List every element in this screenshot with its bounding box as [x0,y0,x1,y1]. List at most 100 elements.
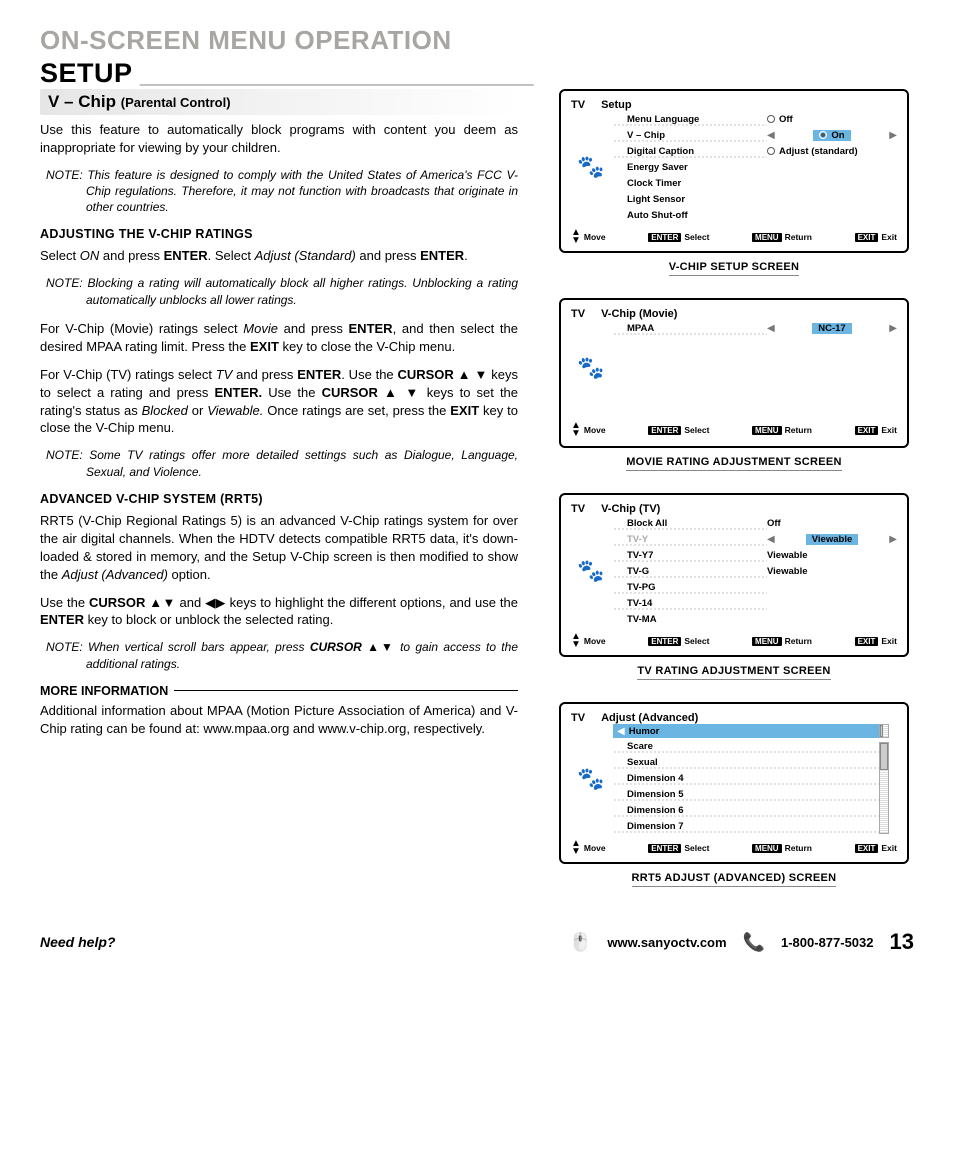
setup-screen: TV Setup 🐾 Menu Language V – Chip Digita… [559,89,909,253]
section-title: SETUP ____________________________ [40,58,914,89]
opt[interactable]: Viewable [767,550,808,561]
menu-item[interactable]: Dimension 6 [613,805,684,816]
enter-key-icon[interactable]: ENTER [648,426,681,435]
menu-item[interactable]: Clock Timer [613,178,681,189]
opt-adjust[interactable]: Adjust (standard) [767,146,858,157]
rrt-p1: RRT5 (V-Chip Regional Ratings 5) is an a… [40,512,518,584]
menu-item[interactable]: Sexual [613,757,658,768]
menu-item[interactable]: Energy Saver [613,162,688,173]
opt[interactable]: Viewable [767,566,808,577]
opt[interactable]: Off [767,518,781,529]
exit-key-icon[interactable]: EXIT [855,637,879,646]
t: ENTER. [214,385,262,400]
t: Move [584,425,606,435]
t: EXIT [250,339,279,354]
t: and press [278,321,349,336]
menu-item[interactable]: Block All [613,518,667,529]
t: TV [216,367,233,382]
enter-key-icon[interactable]: ENTER [648,637,681,646]
menu-item[interactable]: Menu Language [613,114,699,125]
rrt-caption: RRT5 ADJUST (ADVANCED) SCREEN [632,872,837,887]
exit-key-icon[interactable]: EXIT [855,426,879,435]
t: and press [99,248,163,263]
movie-p: For V-Chip (Movie) ratings select Movie … [40,320,518,356]
opt-off[interactable]: Off [767,114,793,125]
t: Return [785,636,812,646]
arrow-left-icon[interactable]: ◀ [767,323,775,334]
menu-item[interactable]: Scare [613,741,653,752]
menu-item[interactable]: Dimension 4 [613,773,684,784]
menu-item-selected[interactable]: ◀Humor [613,724,879,738]
page-footer: Need help? 🖱️ www.sanyoctv.com 📞 1-800-8… [40,929,914,955]
menu-key-icon[interactable]: MENU [752,637,782,646]
menu-item[interactable]: Digital Caption [613,146,694,157]
horiz-scrollbar[interactable] [879,724,889,738]
adjusting-heading: ADJUSTING THE V-CHIP RATINGS [40,227,518,241]
arrow-left-icon[interactable]: ◀ [767,130,775,141]
t: Select [684,843,709,853]
menu-item[interactable]: TV-PG [613,582,656,593]
t: Exit [881,636,897,646]
more-info-heading: MORE INFORMATION [40,684,518,698]
note-2: NOTE: Blocking a rating will automatical… [40,275,518,307]
title-underline: ____________________________ [140,58,532,88]
exit-key-icon[interactable]: EXIT [855,844,879,853]
menu-item[interactable]: Dimension 7 [613,821,684,832]
screen-footer: ▲▼ Move ENTER Select MENU Return EXIT Ex… [571,840,897,856]
note-3: NOTE: Some TV ratings offer more detaile… [40,447,518,479]
t: key to block or unblock the selected rat… [84,612,333,627]
t: ON [80,248,100,263]
enter-key-icon[interactable]: ENTER [648,844,681,853]
t: ENTER [40,612,84,627]
exit-key-icon[interactable]: EXIT [855,233,879,242]
arrow-right-icon[interactable]: ▶ [889,130,897,141]
mascot-icon: 🐾 [577,355,604,381]
opt-on[interactable]: On [813,130,850,141]
menu-item[interactable]: TV-14 [613,598,652,609]
t: key to close the V-Chip menu. [279,339,455,354]
more-info-body: Additional information about MPAA (Motio… [40,702,518,738]
menu-item[interactable]: TV-Y7 [613,550,653,561]
rrt-p2: Use the CURSOR ▲▼ and ◀▶ keys to highlig… [40,594,518,630]
t: . Select [208,248,255,263]
menu-item[interactable]: Light Sensor [613,194,685,205]
menu-item[interactable]: TV-MA [613,614,657,625]
arrow-right-icon[interactable]: ▶ [889,534,897,545]
menu-key-icon[interactable]: MENU [752,426,782,435]
arrow-right-icon[interactable]: ▶ [889,323,897,334]
t: Select [684,425,709,435]
screen-title: Setup [601,99,632,111]
menu-item[interactable]: TV-G [613,566,649,577]
t: Move [584,232,606,242]
screen-title: Adjust (Advanced) [601,712,698,724]
vchip-title: V – Chip [48,92,116,111]
screen-footer: ▲▼ Move ENTER Select MENU Return EXIT Ex… [571,633,897,649]
mascot-icon: 🐾 [577,558,604,584]
t: MORE INFORMATION [40,684,168,698]
vert-scrollbar[interactable] [879,742,889,834]
menu-item[interactable]: V – Chip [613,130,665,141]
menu-item[interactable]: MPAA [613,323,654,334]
mpaa-value[interactable]: NC-17 [812,323,851,334]
t: Adjust (Standard) [255,248,356,263]
need-help-label: Need help? [40,934,115,950]
t: Use the [40,595,89,610]
arrow-left-icon[interactable]: ◀ [767,534,775,545]
t: ENTER [420,248,464,263]
t: CURSOR [322,385,378,400]
opt[interactable]: Viewable [806,534,859,545]
intro-text: Use this feature to automatically block … [40,121,518,157]
tv-icon: TV [571,308,585,320]
menu-item[interactable]: TV-Y [613,534,648,545]
menu-key-icon[interactable]: MENU [752,233,782,242]
adj-p1: Select ON and press ENTER. Select Adjust… [40,247,518,265]
menu-key-icon[interactable]: MENU [752,844,782,853]
enter-key-icon[interactable]: ENTER [648,233,681,242]
t: Movie [243,321,278,336]
menu-item[interactable]: Dimension 5 [613,789,684,800]
mascot-icon: 🐾 [577,154,604,180]
t: CURSOR [310,640,362,654]
movie-screen: TV V-Chip (Movie) 🐾 MPAA ◀ NC-17 ▶ ▲▼ Mo… [559,298,909,448]
vchip-subtitle: V – Chip (Parental Control) [40,89,518,115]
menu-item[interactable]: Auto Shut-off [613,210,688,221]
